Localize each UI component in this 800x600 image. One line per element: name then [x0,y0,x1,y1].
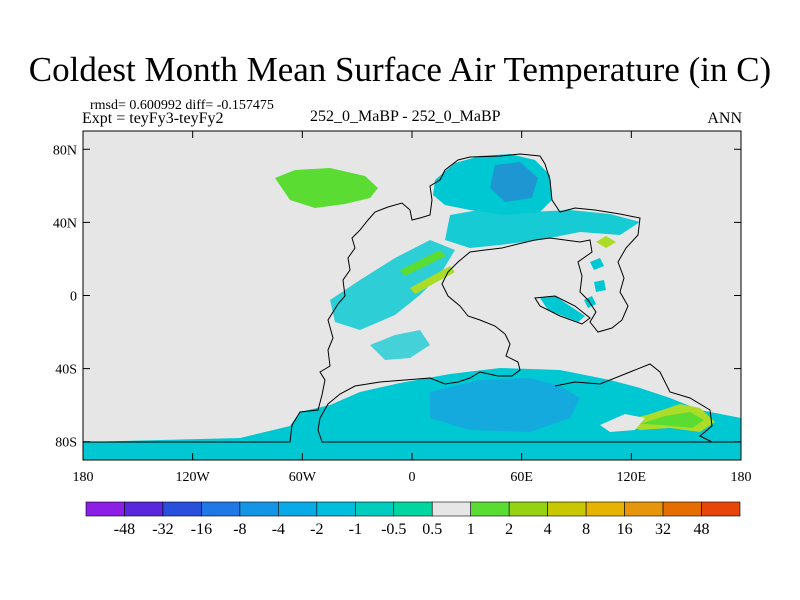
colorbar-swatch [470,501,510,517]
anomaly-north-core [490,162,538,202]
colorbar-label: -16 [191,521,212,538]
colorbar-swatch [624,501,664,517]
y-tick-label: 40N [53,216,77,231]
colorbar-label: 0.5 [422,521,442,538]
anomaly-cool-east-specks [584,258,606,308]
colorbar-swatch [354,501,395,517]
period-label: 252_0_MaBP - 252_0_MaBP [310,108,501,125]
anomaly-southern-core [430,378,580,432]
x-tick-label: 120E [617,470,647,485]
x-tick-label: 0 [409,470,416,485]
colorbar-swatch [85,501,125,517]
colorbar-label: -1 [349,521,362,538]
anomaly-green-streak-2 [410,266,455,294]
chart-title: Coldest Month Mean Surface Air Temperatu… [28,50,772,89]
coastline-antarctic-east [554,363,713,443]
colorbar-swatch [124,501,164,517]
colorbar: -48 -32 -16 -8 -4 -2 -1 -0.5 0.5 1 2 4 8 16 32 48 [85,501,741,538]
colorbar-label: 8 [582,521,590,538]
colorbar-swatch [278,501,318,517]
colorbar-label: -2 [310,521,323,538]
colorbar-swatch [662,501,702,517]
anomaly-cluster-east [445,208,640,248]
anomaly-green-spot-east [596,236,616,248]
experiment-label: Expt = teyFy3-teyFy2 [82,110,224,127]
colorbar-label: 16 [617,521,633,538]
colorbar-label: -32 [152,521,173,538]
colorbar-swatch [508,501,548,517]
colorbar-label: -8 [233,521,246,538]
colorbar-swatch [547,501,587,517]
coastline-east-arc [534,295,591,325]
season-label: ANN [707,110,742,127]
colorbar-swatch [701,501,741,517]
colorbar-label: -0.5 [381,521,406,538]
x-tick-label: 60E [510,470,533,485]
x-tick-label: 180 [731,470,752,485]
colorbar-label: 48 [694,521,710,538]
stats-label: rmsd= 0.600992 diff= -0.157475 [90,98,274,113]
coastline [83,153,741,443]
colorbar-swatch [585,501,625,517]
x-tick-label: 60W [289,470,317,485]
colorbar-label: -4 [272,521,285,538]
colorbar-label: -48 [114,521,135,538]
colorbar-label: 1 [467,521,475,538]
colorbar-swatch [239,501,279,517]
x-tick-label: 120W [176,470,211,485]
y-tick-label: 80N [53,143,77,158]
colorbar-swatch [316,501,356,517]
anomaly-green-north-patch [275,168,378,208]
colorbar-swatch [162,501,202,517]
anomaly-cool-east-arc [540,296,585,322]
colorbar-label: 4 [544,521,552,538]
map-plot [82,130,742,461]
anomaly-southern-band [83,368,741,460]
anomaly-cluster-central [370,330,430,360]
anomaly-green-inner [640,412,704,428]
colorbar-swatch [201,501,241,517]
colorbar-swatch [393,501,433,517]
anomaly-field [83,154,741,460]
y-tick-label: 40S [55,363,77,378]
colorbar-label: 2 [505,521,513,538]
colorbar-swatch [431,501,472,517]
y-tick-label: 80S [55,436,77,451]
axes: 180 120W 60W 0 60E 120E 180 80N 40N 0 40S 80S [53,131,752,485]
y-tick-label: 0 [70,290,77,305]
anomaly-green-streak-1 [400,250,446,276]
coastline-continent [83,153,741,443]
x-tick-label: 180 [73,470,94,485]
anomaly-white-spot [600,414,645,432]
colorbar-label: 32 [655,521,671,538]
